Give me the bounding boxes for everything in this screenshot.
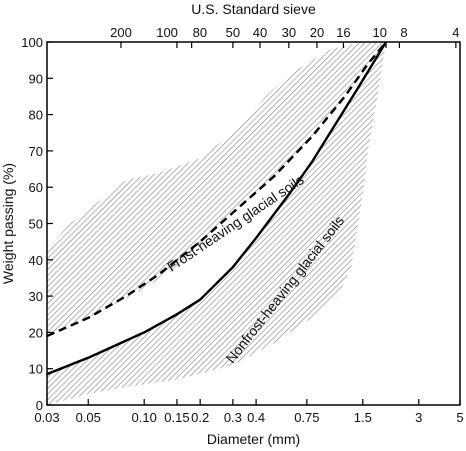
y-tick-label: 60 [29, 180, 43, 195]
y-tick-label: 20 [29, 325, 43, 340]
y-tick-label: 100 [21, 35, 43, 50]
y-tick-label: 70 [29, 144, 43, 159]
x-axis-title: Diameter (mm) [207, 431, 300, 447]
top-axis-ticks: 200 100 80 50 40 30 20 16 10 8 4 [110, 25, 459, 48]
x-tick-label: 0.2 [191, 410, 209, 425]
y-tick-label: 50 [29, 217, 43, 232]
x-tick-label: 3 [415, 410, 422, 425]
top-tick-label: 50 [226, 25, 240, 40]
y-tick-label: 90 [29, 71, 43, 86]
top-tick-label: 200 [110, 25, 132, 40]
x-tick-label: 0.75 [294, 410, 319, 425]
top-tick-label: 8 [400, 25, 407, 40]
x-tick-label: 0.15 [164, 410, 189, 425]
y-tick-label: 30 [29, 289, 43, 304]
y-axis-title: Weight passing (%) [0, 163, 16, 284]
top-tick-label: 16 [336, 25, 350, 40]
top-tick-label: 30 [282, 25, 296, 40]
x-tick-label: 0.10 [132, 410, 157, 425]
top-tick-label: 10 [373, 25, 387, 40]
top-tick-label: 40 [253, 25, 267, 40]
top-tick-label: 4 [452, 25, 459, 40]
x-tick-label: 1.5 [354, 410, 372, 425]
envelope-bands [47, 42, 386, 405]
top-tick-label: 20 [310, 25, 324, 40]
top-tick-label: 100 [156, 25, 178, 40]
y-tick-label: 10 [29, 362, 43, 377]
series-line-1 [47, 42, 387, 338]
y-tick-label: 80 [29, 108, 43, 123]
x-tick-label: 0.05 [76, 410, 101, 425]
x-axis-ticks: 0.03 0.05 0.10 0.15 0.2 0.3 0.4 0.75 1.5 3 5 [34, 399, 464, 425]
y-tick-label: 40 [29, 253, 43, 268]
top-axis-title: U.S. Standard sieve [191, 1, 316, 17]
band-2 [47, 42, 386, 405]
top-tick-label: 80 [193, 25, 207, 40]
x-tick-label: 0.3 [224, 410, 242, 425]
x-tick-label: 0.4 [247, 410, 265, 425]
y-tick-label: 0 [36, 398, 43, 413]
series-line-2 [47, 42, 388, 376]
x-tick-label: 0.03 [34, 410, 59, 425]
x-tick-label: 5 [456, 410, 463, 425]
band-1 [47, 42, 386, 336]
y-axis-ticks: 0 10 20 30 40 50 60 70 80 90 100 [21, 35, 53, 413]
gradation-curves [47, 42, 388, 376]
